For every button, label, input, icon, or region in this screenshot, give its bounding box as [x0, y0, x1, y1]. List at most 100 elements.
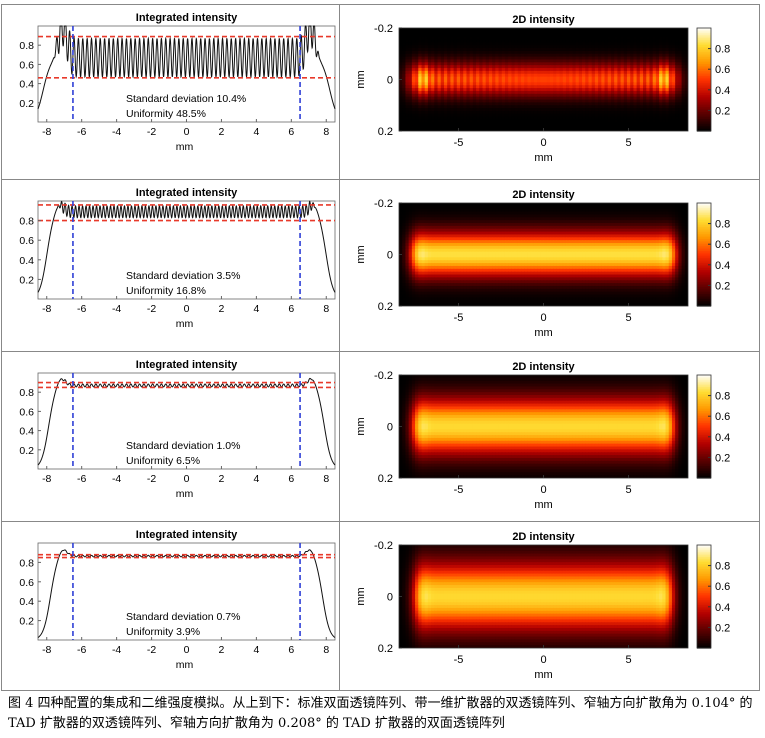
heatmap-cell	[588, 45, 593, 49]
heatmap-cell	[463, 33, 468, 38]
heatmap-cell	[678, 53, 683, 58]
heatmap-cell	[578, 56, 583, 61]
heatmap-cell	[553, 220, 557, 224]
heatmap-cell	[643, 203, 647, 207]
heatmap-cell	[456, 228, 461, 233]
heatmap-cell	[427, 28, 432, 32]
heatmap-cell	[495, 85, 500, 89]
heatmap-cell	[421, 79, 426, 83]
heatmap-cell	[601, 28, 606, 32]
heatmap-cell	[668, 228, 673, 233]
heatmap-cell	[450, 234, 455, 238]
heatmap-cell	[405, 225, 410, 230]
heatmap-cell	[447, 248, 451, 253]
heatmap-cell	[511, 223, 516, 227]
heatmap-cell	[495, 113, 500, 118]
heatmap-cell	[588, 248, 593, 253]
heatmap-cell	[540, 56, 545, 61]
heatmap-cell	[443, 68, 448, 72]
heatmap-cell	[662, 245, 667, 250]
heatmap-cell	[450, 50, 455, 55]
heatmap-cell	[626, 248, 631, 253]
heatmap-cell	[524, 73, 529, 78]
heatmap-cell	[450, 76, 455, 81]
heatmap-cell	[639, 228, 644, 233]
heatmap-cell	[575, 39, 580, 43]
heatmap-cell	[514, 237, 519, 241]
heatmap-cell	[585, 110, 590, 115]
heatmap-cell	[678, 245, 683, 250]
heatmap-cell	[675, 39, 679, 43]
heatmap-cell	[511, 208, 516, 213]
heatmap-cell	[511, 42, 516, 46]
heatmap-cell	[617, 65, 622, 69]
heatmap-cell	[665, 99, 670, 103]
heatmap-cell	[504, 234, 509, 238]
heatmap-cell	[588, 225, 593, 230]
heatmap-cell	[402, 28, 407, 32]
heatmap-cell	[572, 33, 577, 38]
heatmap-cell	[476, 211, 480, 216]
heatmap-cell	[424, 211, 429, 216]
heatmap-cell	[617, 237, 622, 241]
heatmap-cell	[659, 208, 663, 213]
heatmap-cell	[626, 211, 631, 216]
heatmap-cell	[594, 217, 599, 221]
heatmap-cell	[620, 119, 625, 124]
heatmap-cell	[402, 53, 407, 58]
heatmap-cell	[543, 220, 548, 224]
heatmap-cell	[434, 220, 439, 224]
heatmap-cell	[421, 36, 426, 41]
heatmap-cell	[668, 62, 673, 66]
heatmap-cell	[421, 82, 426, 86]
heatmap-cell	[639, 48, 644, 52]
heatmap-cell	[511, 122, 516, 126]
heatmap-cell	[601, 33, 606, 38]
heatmap-cell	[675, 76, 679, 81]
heatmap-cell	[646, 45, 651, 49]
heatmap-cell	[469, 85, 474, 89]
heatmap-cell	[450, 231, 455, 236]
heatmap-cell	[643, 248, 647, 253]
heatmap-cell	[434, 128, 439, 131]
heatmap-cell	[415, 45, 419, 49]
heatmap-cell	[488, 53, 493, 58]
heatmap-cell	[424, 56, 429, 61]
heatmap-cell	[527, 223, 532, 227]
heatmap-cell	[671, 68, 676, 72]
heatmap-cell	[565, 113, 570, 118]
heatmap-cell	[408, 105, 413, 109]
heatmap-cell	[427, 237, 432, 241]
heatmap-cell	[504, 125, 509, 129]
heatmap-cell	[421, 53, 426, 58]
heatmap-cell	[684, 59, 688, 63]
heatmap-cell	[652, 108, 657, 112]
heatmap-cell	[443, 214, 448, 218]
heatmap-cell	[530, 245, 535, 250]
heatmap-cell	[671, 82, 676, 86]
heatmap-cell	[482, 211, 487, 216]
heatmap-cell	[662, 56, 667, 61]
heatmap-cell	[450, 113, 455, 118]
heatmap-cell	[591, 105, 596, 109]
uniformity-text: Uniformity 16.8%	[126, 285, 206, 297]
heatmap-cell	[639, 88, 644, 92]
heatmap-cell	[495, 208, 500, 213]
heatmap-cell	[623, 234, 628, 238]
heatmap-cell	[546, 62, 551, 66]
heatmap-cell	[572, 217, 577, 221]
heatmap-cell	[479, 33, 484, 38]
heatmap-cell	[572, 214, 577, 218]
heatmap-cell	[524, 85, 529, 89]
heatmap-cell	[533, 48, 538, 52]
heatmap-cell	[623, 85, 628, 89]
heatmap-cell	[607, 39, 612, 43]
heatmap-cell	[607, 205, 612, 210]
heatmap-cell	[553, 240, 557, 244]
heatmap-cell	[675, 53, 679, 58]
heatmap-cell	[408, 220, 413, 224]
heatmap-cell	[402, 90, 407, 95]
heatmap-cell	[671, 128, 676, 131]
heatmap-cell	[562, 243, 567, 247]
heatmap-cell	[604, 119, 609, 124]
